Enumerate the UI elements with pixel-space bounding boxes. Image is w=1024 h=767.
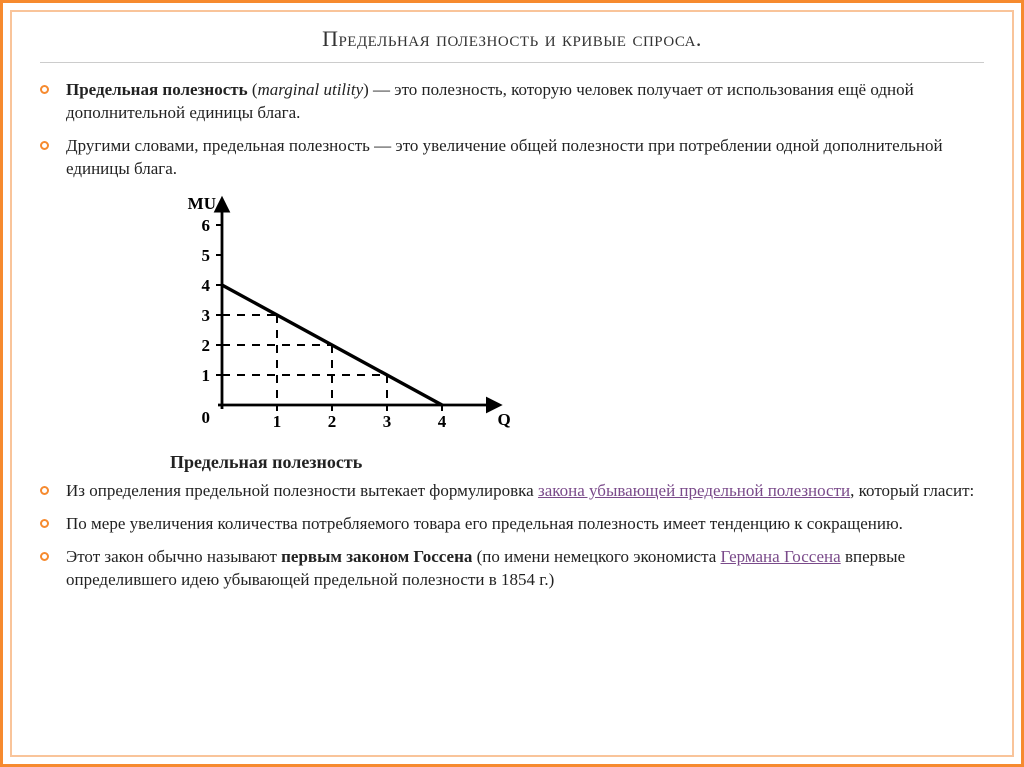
b5-a: Этот закон обычно называют (66, 547, 281, 566)
svg-text:6: 6 (202, 216, 211, 235)
svg-text:Q: Q (498, 410, 511, 429)
law-link[interactable]: закона убывающей предельной полезности (538, 481, 850, 500)
svg-text:5: 5 (202, 246, 211, 265)
gossen-law-bold: первым законом Госсена (281, 547, 472, 566)
bullet-list-top: Предельная полезность (marginal utility)… (40, 79, 984, 181)
mu-chart: MU Q 6 5 4 3 2 1 0 1 2 3 4 (160, 191, 520, 441)
page-title: Предельная полезность и кривые спроса. (40, 12, 984, 63)
svg-text:MU: MU (188, 194, 216, 213)
b3-b: , который гласит: (850, 481, 974, 500)
bullet-2: Другими словами, предельная полезность —… (40, 135, 984, 181)
bullet-list-bottom: Из определения предельной полезности выт… (40, 480, 984, 592)
inner-frame: Предельная полезность и кривые спроса. П… (10, 10, 1014, 757)
svg-text:4: 4 (438, 412, 447, 431)
bullet-3: Из определения предельной полезности выт… (40, 480, 984, 503)
term-italic: marginal utility (258, 80, 364, 99)
bullet-1: Предельная полезность (marginal utility)… (40, 79, 984, 125)
svg-text:1: 1 (202, 366, 211, 385)
bullet-4: По мере увеличения количества потребляем… (40, 513, 984, 536)
term-bold: Предельная полезность (66, 80, 248, 99)
svg-text:2: 2 (202, 336, 211, 355)
content-area: Предельная полезность (marginal utility)… (40, 63, 984, 602)
svg-text:3: 3 (383, 412, 392, 431)
b5-b: (по имени немецкого экономиста (472, 547, 720, 566)
svg-text:3: 3 (202, 306, 211, 325)
gossen-link[interactable]: Германа Госсена (721, 547, 841, 566)
bullet-5: Этот закон обычно называют первым законо… (40, 546, 984, 592)
chart-container: MU Q 6 5 4 3 2 1 0 1 2 3 4 (40, 191, 984, 448)
b3-a: Из определения предельной полезности выт… (66, 481, 538, 500)
chart-caption: Предельная полезность (40, 450, 984, 474)
svg-text:4: 4 (202, 276, 211, 295)
svg-text:2: 2 (328, 412, 337, 431)
outer-frame: Предельная полезность и кривые спроса. П… (0, 0, 1024, 767)
svg-text:1: 1 (273, 412, 282, 431)
svg-text:0: 0 (202, 408, 211, 427)
